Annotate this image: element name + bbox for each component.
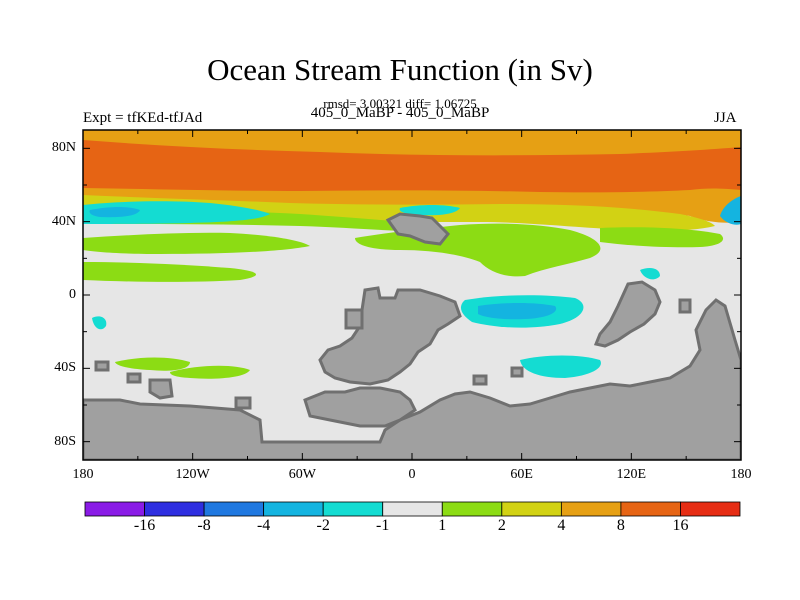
contour-band-neg2-neg1	[520, 355, 601, 378]
longitude-tick-label: 60W	[288, 467, 316, 482]
rmsd-diff-stats: rmsd= 3.00321 diff= 1.06725	[323, 96, 477, 111]
colorbar-label: -8	[197, 517, 211, 534]
colorbar-label: 2	[497, 517, 506, 534]
colorbar-swatch	[501, 501, 562, 517]
island-landmass	[234, 396, 252, 410]
colorbar-label: 8	[616, 517, 625, 534]
longitude-tick-label: 180	[72, 467, 94, 482]
longitude-tick-label: 120E	[616, 467, 647, 482]
antarctica-landmass	[83, 298, 741, 460]
island-landmass	[472, 374, 488, 386]
experiment-label: Expt = tfKEd-tfJAd	[83, 110, 203, 126]
longitude-tick-label: 120W	[175, 467, 210, 482]
colorbar-swatch	[441, 501, 503, 517]
colorbar-label: 4	[557, 517, 566, 534]
island-landmass	[148, 378, 174, 400]
longitude-tick-label: 180	[730, 467, 752, 482]
axis-ticks	[82, 130, 742, 460]
contour-band-neg4-neg2	[89, 207, 140, 218]
southern-continent-landmass	[303, 386, 417, 428]
contour-band-1-2	[83, 232, 310, 254]
island-landmass	[510, 366, 524, 378]
colorbar-swatch	[84, 501, 145, 517]
colorbar-label: -4	[256, 517, 271, 534]
latitude-tick-label: 40S	[54, 360, 76, 376]
island-landmass	[126, 372, 142, 384]
island-landmass	[344, 308, 364, 330]
latitude-tick-label: 80S	[54, 433, 76, 449]
season-label: JJA	[714, 110, 737, 126]
latitude-tick-label: 80N	[51, 140, 76, 156]
map-plot-area	[83, 130, 741, 460]
south-america-landmass	[318, 286, 462, 386]
colorbar	[84, 501, 741, 517]
colorbar-swatch	[203, 501, 265, 517]
latitude-tick-label: 40N	[51, 213, 76, 229]
colorbar-label: -2	[316, 517, 330, 534]
africa-landmass	[385, 212, 451, 246]
colorbar-swatch	[620, 501, 681, 517]
contour-band-neg2-neg1	[640, 268, 660, 280]
contour-band-1-2	[170, 365, 250, 379]
case-comparison-label: 405_0_MaBP - 405_0_MaBP	[310, 105, 490, 121]
longitude-tick-label: 0	[408, 467, 416, 482]
colorbar-swatch	[680, 501, 741, 517]
island-landmass	[94, 360, 110, 372]
colorbar-swatch	[263, 501, 324, 517]
colorbar-label: -16	[133, 517, 156, 534]
longitude-tick-label: 60E	[510, 467, 533, 482]
contour-band-1-2	[600, 227, 724, 248]
colorbar-label: 1	[438, 517, 447, 534]
latitude-tick-label: 0	[69, 287, 76, 302]
contour-band-1-2	[83, 262, 257, 282]
colorbar-swatch	[382, 501, 443, 517]
contour-band-neg2-neg1	[92, 316, 107, 330]
island-landmass	[678, 298, 692, 314]
colorbar-swatch	[560, 501, 622, 517]
contour-band-neg2-neg1	[83, 201, 270, 224]
colorbar-label: -1	[376, 517, 390, 534]
contour-band-neg4-neg2	[478, 303, 557, 320]
colorbar-swatch	[322, 501, 384, 517]
colorbar-label: 16	[672, 517, 689, 534]
contour-band-neg2-neg1	[399, 205, 460, 216]
colorbar-swatch	[144, 501, 205, 517]
contour-band-1-2	[115, 357, 190, 371]
map-title: Ocean Stream Function (in Sv)	[207, 52, 593, 87]
contour-band-16-plus	[83, 140, 741, 193]
contour-band-neg4-neg2	[720, 196, 741, 225]
australia-landmass	[593, 280, 662, 348]
